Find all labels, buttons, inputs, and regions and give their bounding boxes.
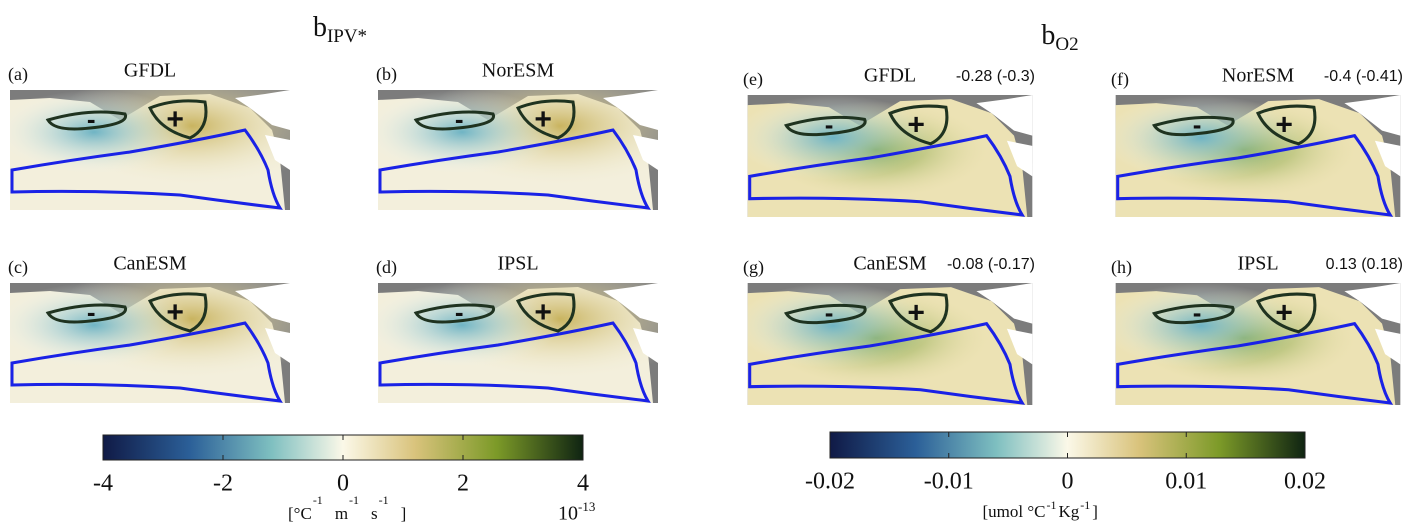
- panel-label: (g): [743, 257, 764, 278]
- map: [10, 283, 290, 403]
- panel-label: (f): [1111, 69, 1129, 90]
- units: m: [335, 504, 348, 523]
- minus-sign: -: [1193, 110, 1202, 140]
- plus-sign: +: [166, 296, 184, 329]
- units-exponent: -1: [379, 493, 389, 507]
- model-name: GFDL: [124, 60, 176, 82]
- minus-sign: -: [1193, 298, 1202, 328]
- panel-label: (c): [8, 257, 28, 278]
- model-name: IPSL: [1237, 253, 1278, 275]
- multiplier: 10: [558, 503, 578, 525]
- tick-label: -0.01: [924, 469, 974, 495]
- tick-label: 0.01: [1165, 469, 1207, 495]
- model-name: IPSL: [497, 253, 538, 275]
- tick-label: -4: [93, 471, 113, 497]
- title-base: b: [313, 12, 327, 43]
- units-exponent: -1: [1047, 498, 1057, 512]
- minus-sign: -: [87, 104, 96, 134]
- panel-label: (b): [376, 64, 397, 85]
- units: [umol °C: [983, 502, 1046, 521]
- panel-label: (d): [376, 257, 397, 278]
- panel-label: (h): [1111, 257, 1132, 278]
- units: Kg: [1059, 502, 1080, 521]
- minus-sign: -: [455, 297, 464, 327]
- model-name: GFDL: [864, 65, 916, 87]
- minus-sign: -: [455, 104, 464, 134]
- minus-sign: -: [825, 298, 834, 328]
- panel-label: (e): [743, 69, 763, 90]
- tick-label: 4: [577, 471, 589, 497]
- stats: -0.28 (-0.3): [956, 68, 1035, 85]
- tick-label: 0.02: [1284, 469, 1326, 495]
- stats: -0.4 (-0.41): [1324, 68, 1403, 85]
- map: [378, 283, 658, 403]
- units: ]: [401, 504, 407, 523]
- plus-sign: +: [534, 296, 552, 329]
- plus-sign: +: [1275, 297, 1293, 330]
- tick-label: -0.02: [805, 469, 855, 495]
- model-name: CanESM: [113, 253, 187, 275]
- title-base: b: [1041, 20, 1055, 51]
- plus-sign: +: [166, 103, 184, 136]
- right-title: bO2: [1041, 20, 1078, 55]
- model-name: NorESM: [482, 60, 554, 82]
- map: [10, 90, 290, 210]
- model-name: NorESM: [1222, 65, 1294, 87]
- plus-sign: +: [1275, 109, 1293, 142]
- plus-sign: +: [534, 103, 552, 136]
- multiplier-exponent: -13: [578, 499, 595, 514]
- minus-sign: -: [87, 297, 96, 327]
- tick-label: 0: [337, 471, 349, 497]
- units: [°C: [288, 504, 312, 523]
- units-exponent: -1: [313, 493, 323, 507]
- panel-label: (a): [8, 64, 28, 85]
- title-sub: O2: [1055, 34, 1078, 55]
- plus-sign: +: [907, 109, 925, 142]
- units-exponent: -1: [1080, 498, 1090, 512]
- tick-label: -2: [213, 471, 233, 497]
- minus-sign: -: [825, 110, 834, 140]
- plus-sign: +: [907, 297, 925, 330]
- units: ]: [1092, 502, 1098, 521]
- units-exponent: -1: [349, 493, 359, 507]
- tick-label: 2: [457, 471, 469, 497]
- title-sub: IPV*: [327, 26, 367, 47]
- map: [746, 283, 1034, 405]
- tick-label: 0: [1062, 469, 1074, 495]
- map: [746, 95, 1034, 217]
- map: [1114, 283, 1402, 405]
- stats: -0.08 (-0.17): [947, 256, 1035, 273]
- map: [1114, 95, 1402, 217]
- model-name: CanESM: [853, 253, 927, 275]
- left-title: bIPV*: [313, 12, 367, 47]
- map: [378, 90, 658, 210]
- units: s: [371, 504, 378, 523]
- stats: 0.13 (0.18): [1326, 256, 1403, 273]
